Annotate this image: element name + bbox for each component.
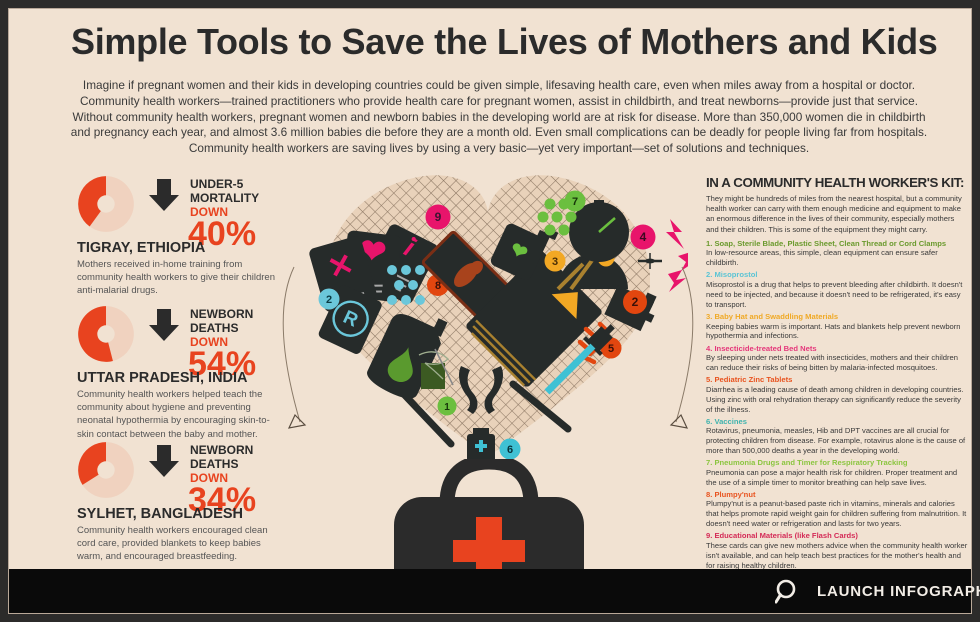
svg-text:6: 6 xyxy=(507,444,513,456)
